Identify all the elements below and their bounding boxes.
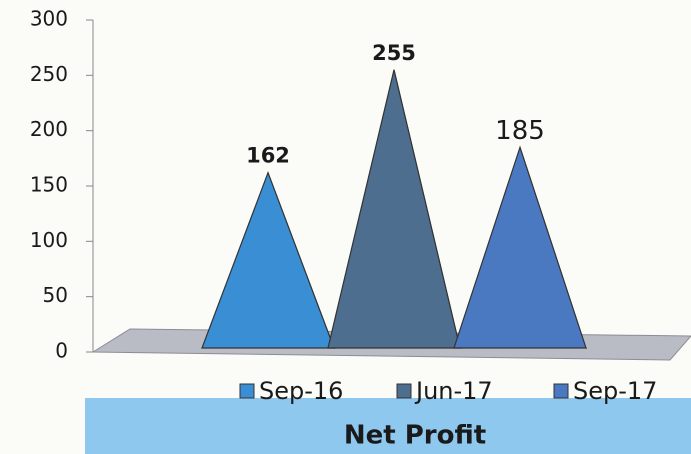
chart-title: Net Profit [344,421,486,451]
pyramid [201,171,335,349]
legend-label: Jun-17 [414,377,493,405]
title-banner [85,398,691,454]
y-tick-label: 200 [30,117,68,141]
y-tick-label: 50 [43,283,68,307]
data-label: 255 [372,41,416,65]
y-tick-label: 150 [30,173,68,197]
y-tick-label: 250 [30,62,68,86]
y-tick-label: 100 [30,228,68,252]
pyramid [327,69,461,349]
legend-swatch [396,383,412,399]
legend-swatch [239,383,255,399]
pyramid [453,145,587,349]
y-tick-label: 0 [55,339,68,363]
legend-label: Sep-16 [259,377,343,405]
data-label: 185 [495,116,545,146]
legend-swatch [553,383,569,399]
y-tick-label: 300 [30,7,68,31]
data-label: 162 [246,144,290,168]
legend-label: Sep-17 [573,377,657,405]
